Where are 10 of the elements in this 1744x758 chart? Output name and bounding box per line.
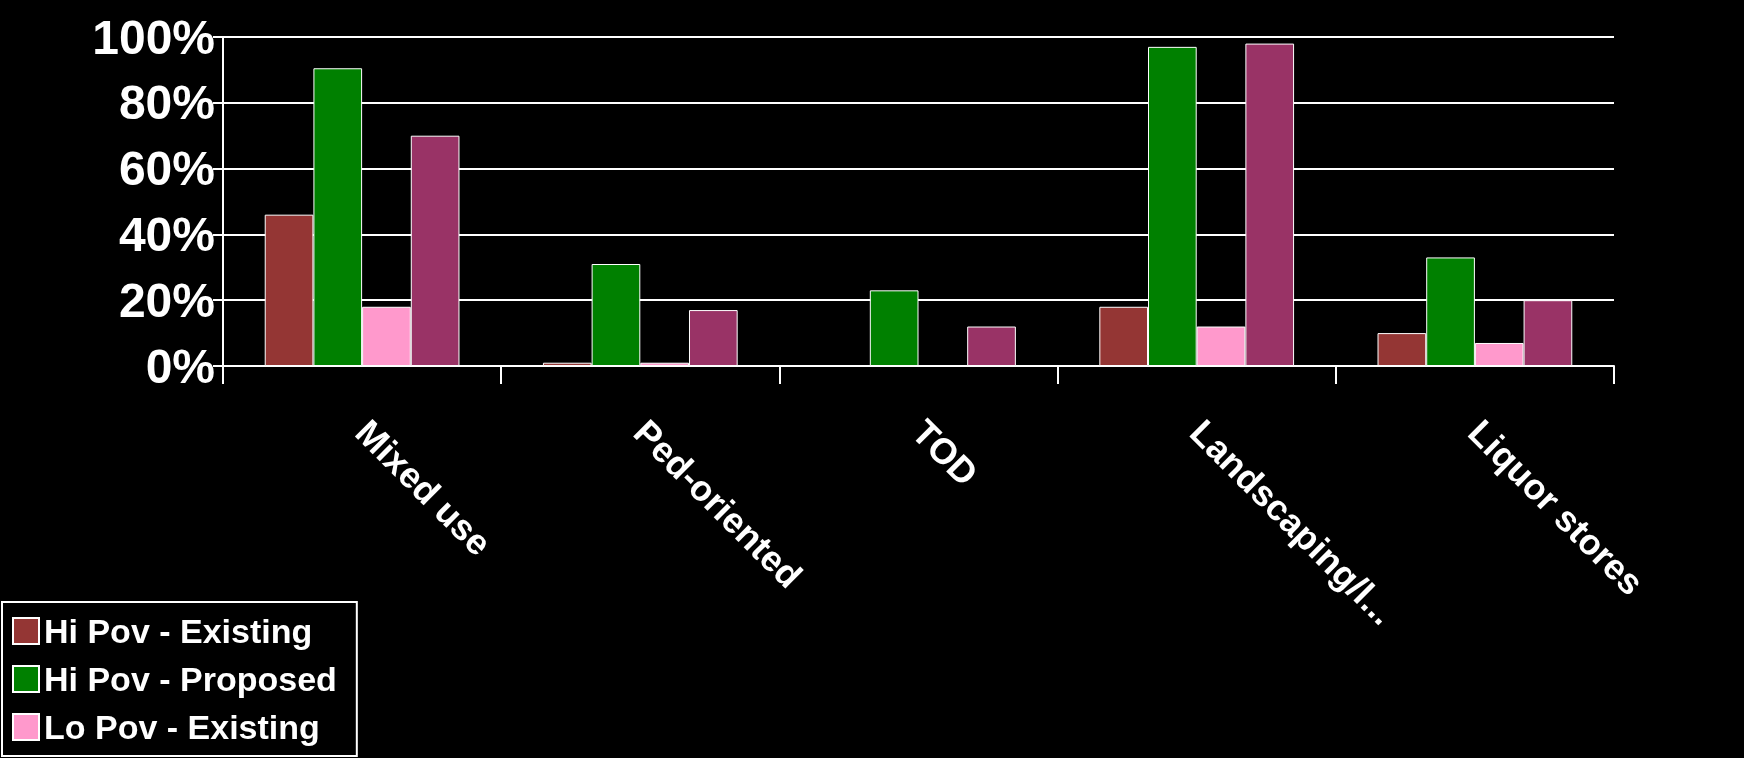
- y-tick-label: 80%: [118, 76, 215, 130]
- y-tick-label: 0%: [145, 339, 215, 393]
- legend-label: Lo Pov - Existing: [44, 708, 320, 746]
- legend-label: Hi Pov - Existing: [44, 612, 313, 650]
- y-tick-label: 40%: [118, 207, 215, 261]
- bar: [967, 326, 1016, 366]
- y-tick-label: 60%: [118, 142, 215, 196]
- y-tick-label: 20%: [118, 273, 215, 327]
- y-tick-label: 100%: [92, 10, 215, 64]
- legend-label: Hi Pov - Proposed: [44, 660, 337, 698]
